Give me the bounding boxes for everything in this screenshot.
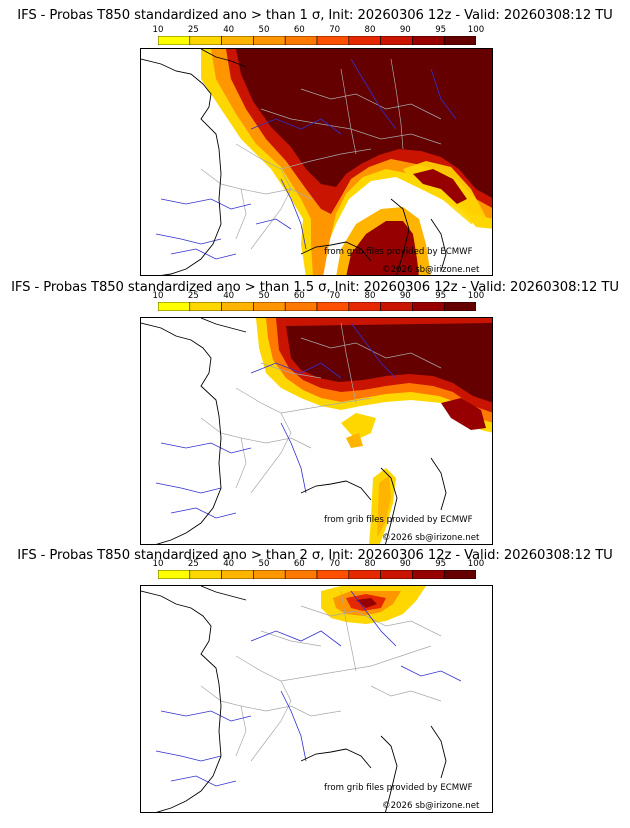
colorbar-tick-label: 70: [329, 559, 341, 569]
colorbar-tick-label: 10: [152, 25, 164, 35]
colorbar-swatch: [284, 302, 318, 311]
colorbar-swatch: [348, 302, 381, 311]
colorbar-tick-label: 70: [329, 291, 341, 301]
colorbar-swatch: [316, 570, 350, 579]
panel-title: IFS - Probas T850 standardized ano > tha…: [11, 280, 619, 295]
probability-field: [256, 318, 492, 544]
rivers: [155, 590, 462, 787]
credit-copyright: ©2026 sb@irizone.net: [382, 265, 480, 275]
colorbar-swatch: [412, 36, 445, 45]
colorbar-swatch: [158, 570, 191, 579]
colorbar-swatch: [189, 570, 222, 579]
colorbar-tick-label: 90: [399, 559, 411, 569]
colorbar-tick-label: 95: [435, 559, 447, 569]
colorbar-labels: 10 25 40 50 60 70 80 90 95 100: [153, 25, 485, 35]
colorbar-swatch: [380, 36, 413, 45]
colorbar-tick-label: 50: [258, 25, 270, 35]
probability-field: [201, 49, 492, 275]
colorbar-swatch: [253, 302, 286, 311]
colorbar-swatch: [221, 36, 254, 45]
colorbar-tick-label: 100: [467, 291, 485, 301]
map-frame: from grib files provided by ECMWF ©2026 …: [140, 317, 493, 545]
colorbar-tick-label: 100: [467, 25, 485, 35]
colorbar-swatch: [221, 570, 254, 579]
map-frame: from grib files provided by ECMWF ©2026 …: [140, 585, 493, 813]
colorbar-tick-label: 50: [258, 559, 270, 569]
rivers: [155, 58, 457, 260]
colorbar-tick-label: 80: [364, 559, 376, 569]
colorbar-tick-label: 70: [329, 25, 341, 35]
colorbar-tick-label: 25: [187, 25, 199, 35]
map-frame: from grib files provided by ECMWF ©2026 …: [140, 48, 493, 276]
colorbar-swatch: [158, 36, 191, 45]
colorbar-tick-label: 80: [364, 25, 376, 35]
colorbar-labels: 10 25 40 50 60 70 80 90 95 100: [153, 291, 485, 301]
colorbar-swatch: [189, 36, 222, 45]
colorbar-swatch: [189, 302, 222, 311]
colorbar-tick-label: 95: [435, 25, 447, 35]
rivers: [155, 322, 397, 519]
colorbar-tick-label: 10: [152, 291, 164, 301]
colorbar-swatch: [284, 36, 318, 45]
coastlines: [141, 586, 447, 812]
colorbar-tick-label: 60: [293, 291, 305, 301]
colorbar-swatch: [348, 570, 381, 579]
colorbar-tick-label: 60: [293, 25, 305, 35]
colorbar-swatch: [316, 302, 350, 311]
colorbar-tick-label: 40: [223, 25, 235, 35]
colorbar-swatch: [412, 302, 445, 311]
colorbar-swatch: [443, 36, 476, 45]
colorbar-swatch: [412, 570, 445, 579]
colorbar-swatch: [443, 302, 476, 311]
credit-source: from grib files provided by ECMWF: [324, 515, 473, 525]
credit-copyright: ©2026 sb@irizone.net: [382, 533, 480, 543]
colorbar-tick-label: 100: [467, 559, 485, 569]
colorbar-swatch: [316, 36, 350, 45]
colorbar-tick-label: 40: [223, 291, 235, 301]
colorbar-swatch: [221, 302, 254, 311]
colorbar-tick-label: 40: [223, 559, 235, 569]
colorbar-tick-label: 10: [152, 559, 164, 569]
coastlines: [141, 318, 447, 544]
colorbar-swatch: [253, 570, 286, 579]
map-canvas: [141, 586, 462, 812]
colorbar-tick-label: 25: [187, 559, 199, 569]
colorbar-swatch: [253, 36, 286, 45]
probability-field: [321, 586, 426, 624]
colorbar-swatch: [443, 570, 476, 579]
country-borders: [200, 322, 442, 494]
colorbar-swatch: [380, 302, 413, 311]
credit-copyright: ©2026 sb@irizone.net: [382, 801, 480, 811]
country-borders: [200, 58, 442, 250]
colorbar-swatch: [158, 302, 191, 311]
colorbar: [158, 36, 476, 45]
colorbar-tick-label: 60: [293, 559, 305, 569]
colorbar-swatch: [348, 36, 381, 45]
map-canvas: [141, 318, 492, 544]
colorbar-tick-label: 95: [435, 291, 447, 301]
colorbar-tick-label: 50: [258, 291, 270, 301]
colorbar: [158, 570, 476, 579]
country-borders: [200, 590, 442, 762]
colorbar-swatch: [284, 570, 318, 579]
colorbar-labels: 10 25 40 50 60 70 80 90 95 100: [153, 559, 485, 569]
colorbar: [158, 302, 476, 311]
credit-source: from grib files provided by ECMWF: [324, 783, 473, 793]
colorbar-tick-label: 90: [399, 291, 411, 301]
map-canvas: [141, 49, 492, 275]
coastlines: [141, 49, 447, 275]
panel-title: IFS - Probas T850 standardized ano > tha…: [17, 8, 613, 23]
colorbar-swatch: [380, 570, 413, 579]
credit-source: from grib files provided by ECMWF: [324, 247, 473, 257]
colorbar-tick-label: 90: [399, 25, 411, 35]
colorbar-tick-label: 80: [364, 291, 376, 301]
colorbar-tick-label: 25: [187, 291, 199, 301]
panel-title: IFS - Probas T850 standardized ano > tha…: [17, 548, 613, 563]
